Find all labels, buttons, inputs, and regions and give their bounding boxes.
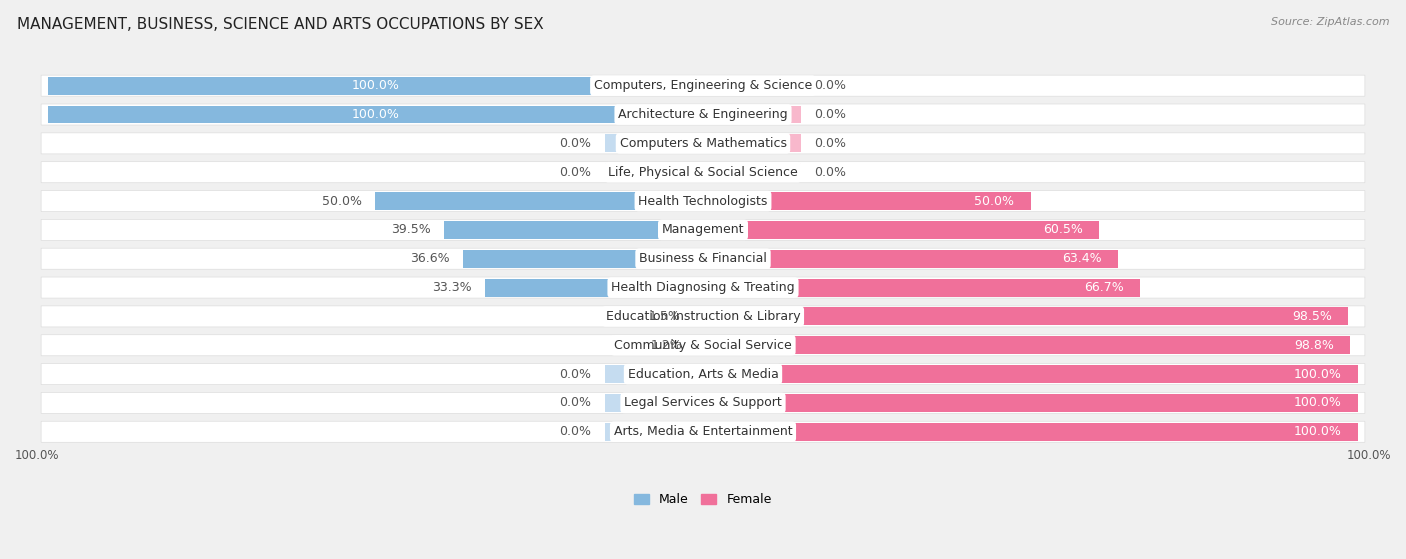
Bar	[703, 365, 1358, 383]
Text: 36.6%: 36.6%	[411, 252, 450, 265]
Text: 100.0%: 100.0%	[15, 449, 59, 462]
Bar	[48, 106, 703, 124]
Bar	[703, 394, 1358, 412]
Bar	[375, 192, 703, 210]
Text: Health Diagnosing & Treating: Health Diagnosing & Treating	[612, 281, 794, 294]
Text: Architecture & Engineering: Architecture & Engineering	[619, 108, 787, 121]
Text: Life, Physical & Social Science: Life, Physical & Social Science	[609, 165, 797, 179]
Text: Community & Social Service: Community & Social Service	[614, 339, 792, 352]
Bar	[605, 423, 703, 440]
Bar	[485, 278, 703, 296]
Bar	[703, 307, 1348, 325]
Text: 1.2%: 1.2%	[651, 339, 682, 352]
Bar	[463, 250, 703, 268]
Bar	[48, 77, 703, 94]
Text: 33.3%: 33.3%	[432, 281, 471, 294]
Text: 0.0%: 0.0%	[560, 368, 592, 381]
Text: Education, Arts & Media: Education, Arts & Media	[627, 368, 779, 381]
Text: 0.0%: 0.0%	[560, 396, 592, 409]
Bar	[444, 221, 703, 239]
FancyBboxPatch shape	[41, 363, 1365, 385]
Text: MANAGEMENT, BUSINESS, SCIENCE AND ARTS OCCUPATIONS BY SEX: MANAGEMENT, BUSINESS, SCIENCE AND ARTS O…	[17, 17, 544, 32]
Text: 98.8%: 98.8%	[1294, 339, 1334, 352]
Bar	[703, 134, 801, 152]
Text: Computers, Engineering & Science: Computers, Engineering & Science	[593, 79, 813, 92]
Text: 60.5%: 60.5%	[1043, 224, 1083, 236]
Text: 63.4%: 63.4%	[1063, 252, 1102, 265]
Text: Legal Services & Support: Legal Services & Support	[624, 396, 782, 409]
Text: 0.0%: 0.0%	[560, 425, 592, 438]
Legend: Male, Female: Male, Female	[630, 488, 776, 511]
Text: Source: ZipAtlas.com: Source: ZipAtlas.com	[1271, 17, 1389, 27]
Text: 39.5%: 39.5%	[391, 224, 432, 236]
Bar	[605, 394, 703, 412]
FancyBboxPatch shape	[41, 191, 1365, 211]
Text: 0.0%: 0.0%	[814, 79, 846, 92]
FancyBboxPatch shape	[41, 277, 1365, 298]
Bar	[703, 163, 801, 181]
Bar	[693, 307, 703, 325]
Text: Management: Management	[662, 224, 744, 236]
Bar	[703, 77, 801, 94]
Text: 100.0%: 100.0%	[1294, 396, 1341, 409]
Text: 98.5%: 98.5%	[1292, 310, 1331, 323]
Bar	[703, 221, 1099, 239]
Text: 0.0%: 0.0%	[814, 137, 846, 150]
Text: 100.0%: 100.0%	[1294, 425, 1341, 438]
FancyBboxPatch shape	[41, 335, 1365, 356]
FancyBboxPatch shape	[41, 306, 1365, 327]
Bar	[703, 106, 801, 124]
Bar	[703, 278, 1140, 296]
Text: Education Instruction & Library: Education Instruction & Library	[606, 310, 800, 323]
Text: 50.0%: 50.0%	[322, 195, 363, 207]
Text: Computers & Mathematics: Computers & Mathematics	[620, 137, 786, 150]
Bar	[703, 337, 1350, 354]
FancyBboxPatch shape	[41, 421, 1365, 442]
Text: 0.0%: 0.0%	[560, 165, 592, 179]
Text: 100.0%: 100.0%	[352, 108, 399, 121]
Text: 0.0%: 0.0%	[814, 108, 846, 121]
Bar	[703, 250, 1118, 268]
FancyBboxPatch shape	[41, 104, 1365, 125]
Bar	[605, 134, 703, 152]
Text: Business & Financial: Business & Financial	[640, 252, 766, 265]
FancyBboxPatch shape	[41, 75, 1365, 96]
FancyBboxPatch shape	[41, 248, 1365, 269]
Text: 100.0%: 100.0%	[1347, 449, 1391, 462]
FancyBboxPatch shape	[41, 219, 1365, 240]
FancyBboxPatch shape	[41, 133, 1365, 154]
Bar	[703, 423, 1358, 440]
Text: 66.7%: 66.7%	[1084, 281, 1123, 294]
Text: Arts, Media & Entertainment: Arts, Media & Entertainment	[613, 425, 793, 438]
Text: Health Technologists: Health Technologists	[638, 195, 768, 207]
Bar	[605, 365, 703, 383]
FancyBboxPatch shape	[41, 162, 1365, 183]
Bar	[695, 337, 703, 354]
Text: 1.5%: 1.5%	[648, 310, 681, 323]
Bar	[703, 192, 1031, 210]
FancyBboxPatch shape	[41, 392, 1365, 414]
Text: 100.0%: 100.0%	[1294, 368, 1341, 381]
Bar	[605, 163, 703, 181]
Text: 0.0%: 0.0%	[560, 137, 592, 150]
Text: 0.0%: 0.0%	[814, 165, 846, 179]
Text: 100.0%: 100.0%	[352, 79, 399, 92]
Text: 50.0%: 50.0%	[974, 195, 1014, 207]
